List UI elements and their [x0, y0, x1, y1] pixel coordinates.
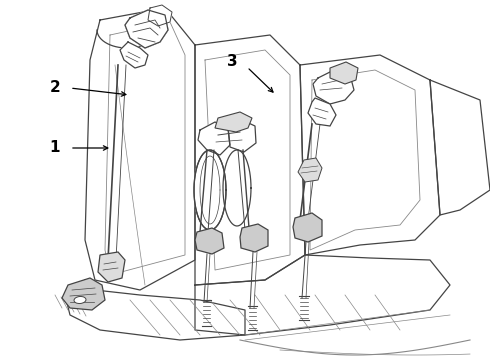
Text: 3: 3 [227, 54, 237, 69]
Polygon shape [228, 120, 256, 152]
Polygon shape [330, 62, 358, 84]
Text: 1: 1 [50, 140, 60, 156]
Polygon shape [223, 150, 251, 226]
Polygon shape [198, 122, 230, 155]
Polygon shape [120, 42, 148, 68]
Ellipse shape [74, 297, 86, 303]
Polygon shape [298, 158, 322, 182]
Polygon shape [194, 150, 226, 230]
Polygon shape [293, 213, 322, 242]
Polygon shape [62, 278, 105, 310]
Polygon shape [313, 70, 354, 104]
Polygon shape [98, 252, 125, 282]
Text: 2: 2 [49, 81, 60, 95]
Polygon shape [215, 112, 252, 132]
Polygon shape [308, 98, 336, 126]
Polygon shape [195, 228, 224, 254]
Polygon shape [240, 224, 268, 252]
Polygon shape [125, 10, 168, 48]
Polygon shape [148, 5, 172, 26]
